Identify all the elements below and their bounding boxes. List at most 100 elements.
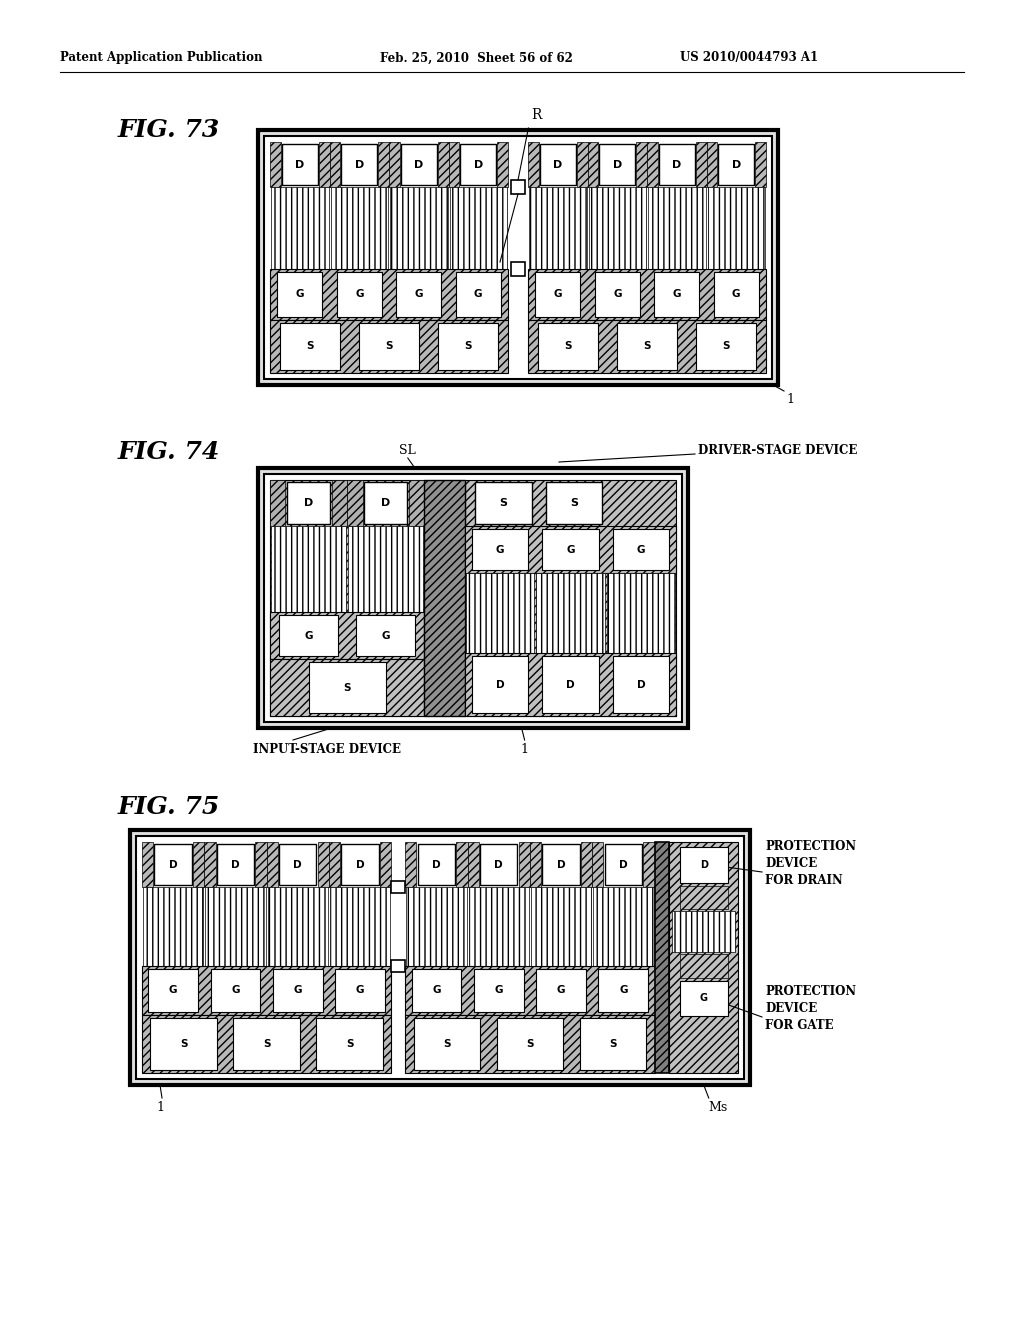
Bar: [151, 1018, 217, 1071]
Bar: [528, 269, 766, 319]
Text: G: G: [294, 986, 302, 995]
Bar: [543, 843, 580, 884]
Text: S: S: [570, 498, 578, 508]
Bar: [708, 187, 765, 269]
Bar: [424, 480, 465, 715]
Bar: [391, 960, 406, 972]
Bar: [511, 263, 525, 276]
Bar: [332, 480, 347, 525]
Bar: [280, 615, 338, 656]
Text: S: S: [385, 342, 393, 351]
Text: D: D: [414, 160, 423, 169]
Bar: [211, 969, 260, 1012]
Text: G: G: [699, 994, 708, 1003]
Bar: [468, 842, 479, 887]
Text: D: D: [557, 859, 565, 870]
Bar: [719, 144, 754, 185]
Bar: [457, 842, 468, 887]
Bar: [612, 656, 669, 713]
Bar: [380, 842, 391, 887]
Text: G: G: [673, 289, 681, 300]
Text: D: D: [699, 859, 708, 870]
Bar: [142, 842, 154, 887]
Bar: [308, 663, 386, 713]
Bar: [270, 660, 424, 715]
Text: INPUT-STAGE DEVICE: INPUT-STAGE DEVICE: [253, 743, 401, 756]
Bar: [155, 843, 191, 884]
Bar: [461, 144, 496, 185]
Bar: [412, 969, 462, 1012]
Bar: [258, 469, 688, 729]
Bar: [270, 143, 281, 187]
Bar: [466, 573, 535, 653]
Bar: [233, 1018, 300, 1071]
Bar: [497, 1018, 563, 1071]
Text: S: S: [643, 342, 650, 351]
Text: Feb. 25, 2010  Sheet 56 of 62: Feb. 25, 2010 Sheet 56 of 62: [380, 51, 572, 65]
Bar: [396, 272, 441, 317]
Bar: [519, 842, 530, 887]
Bar: [450, 187, 507, 269]
Bar: [438, 143, 449, 187]
Bar: [406, 1015, 654, 1073]
Text: G: G: [732, 289, 740, 300]
Bar: [480, 843, 517, 884]
Bar: [543, 656, 599, 713]
Bar: [696, 323, 757, 370]
Bar: [194, 842, 205, 887]
Bar: [605, 843, 642, 884]
Bar: [142, 966, 391, 1015]
Bar: [474, 969, 523, 1012]
Bar: [316, 1018, 383, 1071]
Text: S: S: [609, 1039, 616, 1049]
Text: G: G: [382, 631, 390, 640]
Bar: [318, 143, 330, 187]
Bar: [330, 143, 340, 187]
Bar: [414, 1018, 480, 1071]
Text: S: S: [443, 1039, 451, 1049]
Bar: [538, 323, 598, 370]
Bar: [449, 143, 459, 187]
Bar: [418, 843, 455, 884]
Bar: [498, 143, 508, 187]
Bar: [647, 143, 657, 187]
Bar: [390, 187, 447, 269]
Text: G: G: [355, 289, 364, 300]
Bar: [540, 144, 575, 185]
Bar: [695, 143, 707, 187]
Text: FIG. 73: FIG. 73: [118, 117, 220, 143]
Bar: [280, 323, 340, 370]
Bar: [270, 612, 424, 660]
Bar: [142, 1015, 391, 1073]
Bar: [264, 136, 772, 379]
Bar: [546, 482, 602, 524]
Bar: [707, 143, 717, 187]
Bar: [341, 843, 379, 884]
Bar: [409, 480, 424, 525]
Bar: [465, 653, 676, 715]
Bar: [680, 954, 728, 978]
Bar: [673, 911, 735, 953]
Bar: [406, 842, 417, 887]
Bar: [537, 573, 604, 653]
Text: D: D: [355, 859, 365, 870]
Bar: [148, 969, 198, 1012]
Bar: [337, 272, 382, 317]
Bar: [528, 143, 539, 187]
Bar: [438, 323, 499, 370]
Bar: [278, 272, 323, 317]
Bar: [389, 143, 399, 187]
Text: R: R: [531, 108, 542, 121]
Text: S: S: [564, 342, 571, 351]
Bar: [529, 187, 587, 269]
Text: G: G: [554, 289, 562, 300]
Text: D: D: [553, 160, 562, 169]
Bar: [406, 966, 654, 1015]
Bar: [714, 272, 759, 317]
Bar: [595, 272, 640, 317]
Bar: [271, 525, 346, 612]
Bar: [606, 573, 675, 653]
Text: G: G: [432, 986, 440, 995]
Bar: [654, 842, 670, 1073]
Text: S: S: [465, 342, 472, 351]
